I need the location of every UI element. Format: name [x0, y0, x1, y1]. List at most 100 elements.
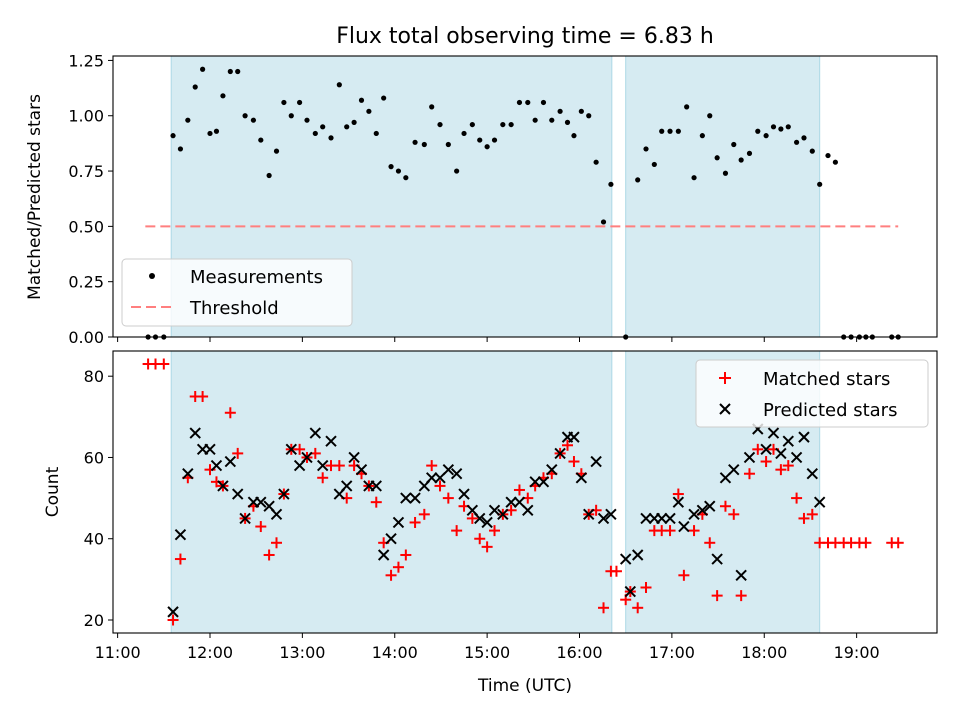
- matched-star-point: [392, 561, 404, 573]
- predicted-star-point: [568, 431, 580, 443]
- predicted-star-point: [278, 488, 290, 500]
- measurement-point: [235, 68, 241, 75]
- matched-star-point: [232, 447, 244, 459]
- predicted-star-point: [782, 435, 794, 447]
- measurement-point: [532, 117, 538, 123]
- measurement-point: [608, 181, 614, 187]
- measurement-point: [746, 150, 753, 156]
- matched-star-point: [743, 468, 755, 480]
- predicted-star-marker-b: [678, 520, 690, 533]
- predicted-star-point: [605, 508, 617, 521]
- predicted-star-point: [619, 553, 632, 565]
- predicted-star-point: [182, 468, 194, 480]
- measurement-point: [266, 172, 272, 179]
- predicted-star-point: [728, 463, 740, 476]
- predicted-star-marker-b: [704, 500, 716, 512]
- measurement-point: [516, 99, 523, 106]
- predicted-star-marker-b: [458, 488, 470, 500]
- measurement-point: [793, 139, 800, 145]
- predicted-star-point: [204, 443, 216, 456]
- predicted-star-point: [767, 427, 780, 439]
- matched-star-point: [400, 549, 412, 561]
- predicted-star-point: [554, 447, 566, 460]
- measurement-point: [258, 137, 264, 143]
- measurement-point: [684, 104, 690, 110]
- predicted-star-marker-b: [656, 512, 668, 525]
- matched-star-point: [798, 512, 810, 524]
- top-y-tick-label: 1.00: [68, 107, 104, 126]
- measurement-point: [320, 124, 326, 130]
- matched-star-point: [719, 500, 731, 512]
- predicted-star-point: [656, 512, 668, 525]
- predicted-star-marker-b: [775, 447, 787, 460]
- matched-star-point: [317, 472, 329, 484]
- matched-star-point: [255, 521, 267, 533]
- predicted-star-point: [309, 427, 322, 439]
- predicted-star-marker-b: [597, 512, 610, 525]
- measurement-point: [358, 97, 365, 103]
- top-y-axis-label: Matched/Predicted stars: [25, 94, 45, 300]
- matched-star-point: [418, 508, 430, 520]
- predicted-star-marker-b: [189, 427, 201, 439]
- bottom-x-tick-label: 13:00: [279, 643, 325, 662]
- top-panel: Flux total observing time = 6.83 h 0.000…: [25, 24, 938, 347]
- measurement-point: [549, 117, 555, 123]
- matched-star-point: [782, 460, 794, 472]
- top-chart-title: Flux total observing time = 6.83 h: [336, 24, 714, 49]
- predicted-star-point: [688, 508, 700, 521]
- measurement-point: [578, 108, 584, 114]
- predicted-star-point: [775, 447, 787, 460]
- measurement-point: [491, 137, 498, 143]
- measurement-point: [801, 135, 807, 141]
- matched-star-point: [678, 569, 690, 581]
- matched-star-point: [489, 525, 501, 537]
- measurement-point: [785, 124, 791, 130]
- predicted-star-point: [210, 459, 223, 472]
- legend-matched-label: Matched stars: [763, 369, 890, 390]
- measurement-point: [207, 130, 213, 137]
- matched-star-point: [561, 439, 573, 451]
- matched-star-point: [892, 537, 904, 549]
- predicted-star-marker-b: [631, 549, 644, 561]
- matched-star-point: [167, 614, 179, 626]
- measurement-point: [421, 141, 427, 148]
- bottom-y-tick-label: 60: [84, 448, 104, 467]
- measurement-point: [336, 82, 342, 88]
- predicted-stars-points: [167, 423, 826, 618]
- top-legend: Measurements Threshold: [121, 258, 353, 327]
- measurement-point: [651, 161, 657, 168]
- predicted-star-marker-b: [624, 585, 637, 598]
- predicted-star-point: [798, 431, 810, 443]
- predicted-star-marker-b: [522, 504, 534, 516]
- matched-star-point: [664, 525, 676, 537]
- measurement-point: [586, 113, 592, 119]
- matched-star-point: [158, 358, 170, 370]
- matched-star-point: [481, 541, 493, 553]
- predicted-star-point: [743, 451, 756, 464]
- bottom-axes-frame: [112, 350, 938, 634]
- predicted-star-marker-b: [513, 496, 526, 508]
- predicted-star-point: [450, 468, 463, 480]
- predicted-star-marker-b: [760, 443, 772, 456]
- bottom-shaded-intervals: [170, 350, 821, 634]
- top-y-tick-label: 0.75: [68, 162, 104, 181]
- top-y-ticks: 0.00 0.25 0.50 0.75 1.00 1.25: [68, 51, 113, 347]
- measurement-point: [722, 170, 729, 176]
- predicted-star-marker-b: [385, 533, 397, 545]
- predicted-star-point: [672, 496, 685, 508]
- predicted-star-marker-b: [182, 468, 194, 480]
- matched-star-point: [197, 391, 209, 403]
- matched-star-point: [610, 565, 622, 577]
- measurement-point: [635, 177, 641, 183]
- measurement-point: [691, 175, 697, 181]
- predicted-star-point: [425, 472, 438, 484]
- predicted-star-marker-b: [285, 443, 297, 456]
- predicted-star-point: [255, 496, 267, 508]
- predicted-star-point: [316, 459, 329, 472]
- predicted-star-marker-b: [605, 508, 617, 521]
- bottom-y-ticks: 20 40 60 80: [84, 367, 113, 630]
- predicted-star-point: [806, 468, 818, 480]
- predicted-star-point: [224, 455, 237, 468]
- measurement-point: [454, 168, 460, 174]
